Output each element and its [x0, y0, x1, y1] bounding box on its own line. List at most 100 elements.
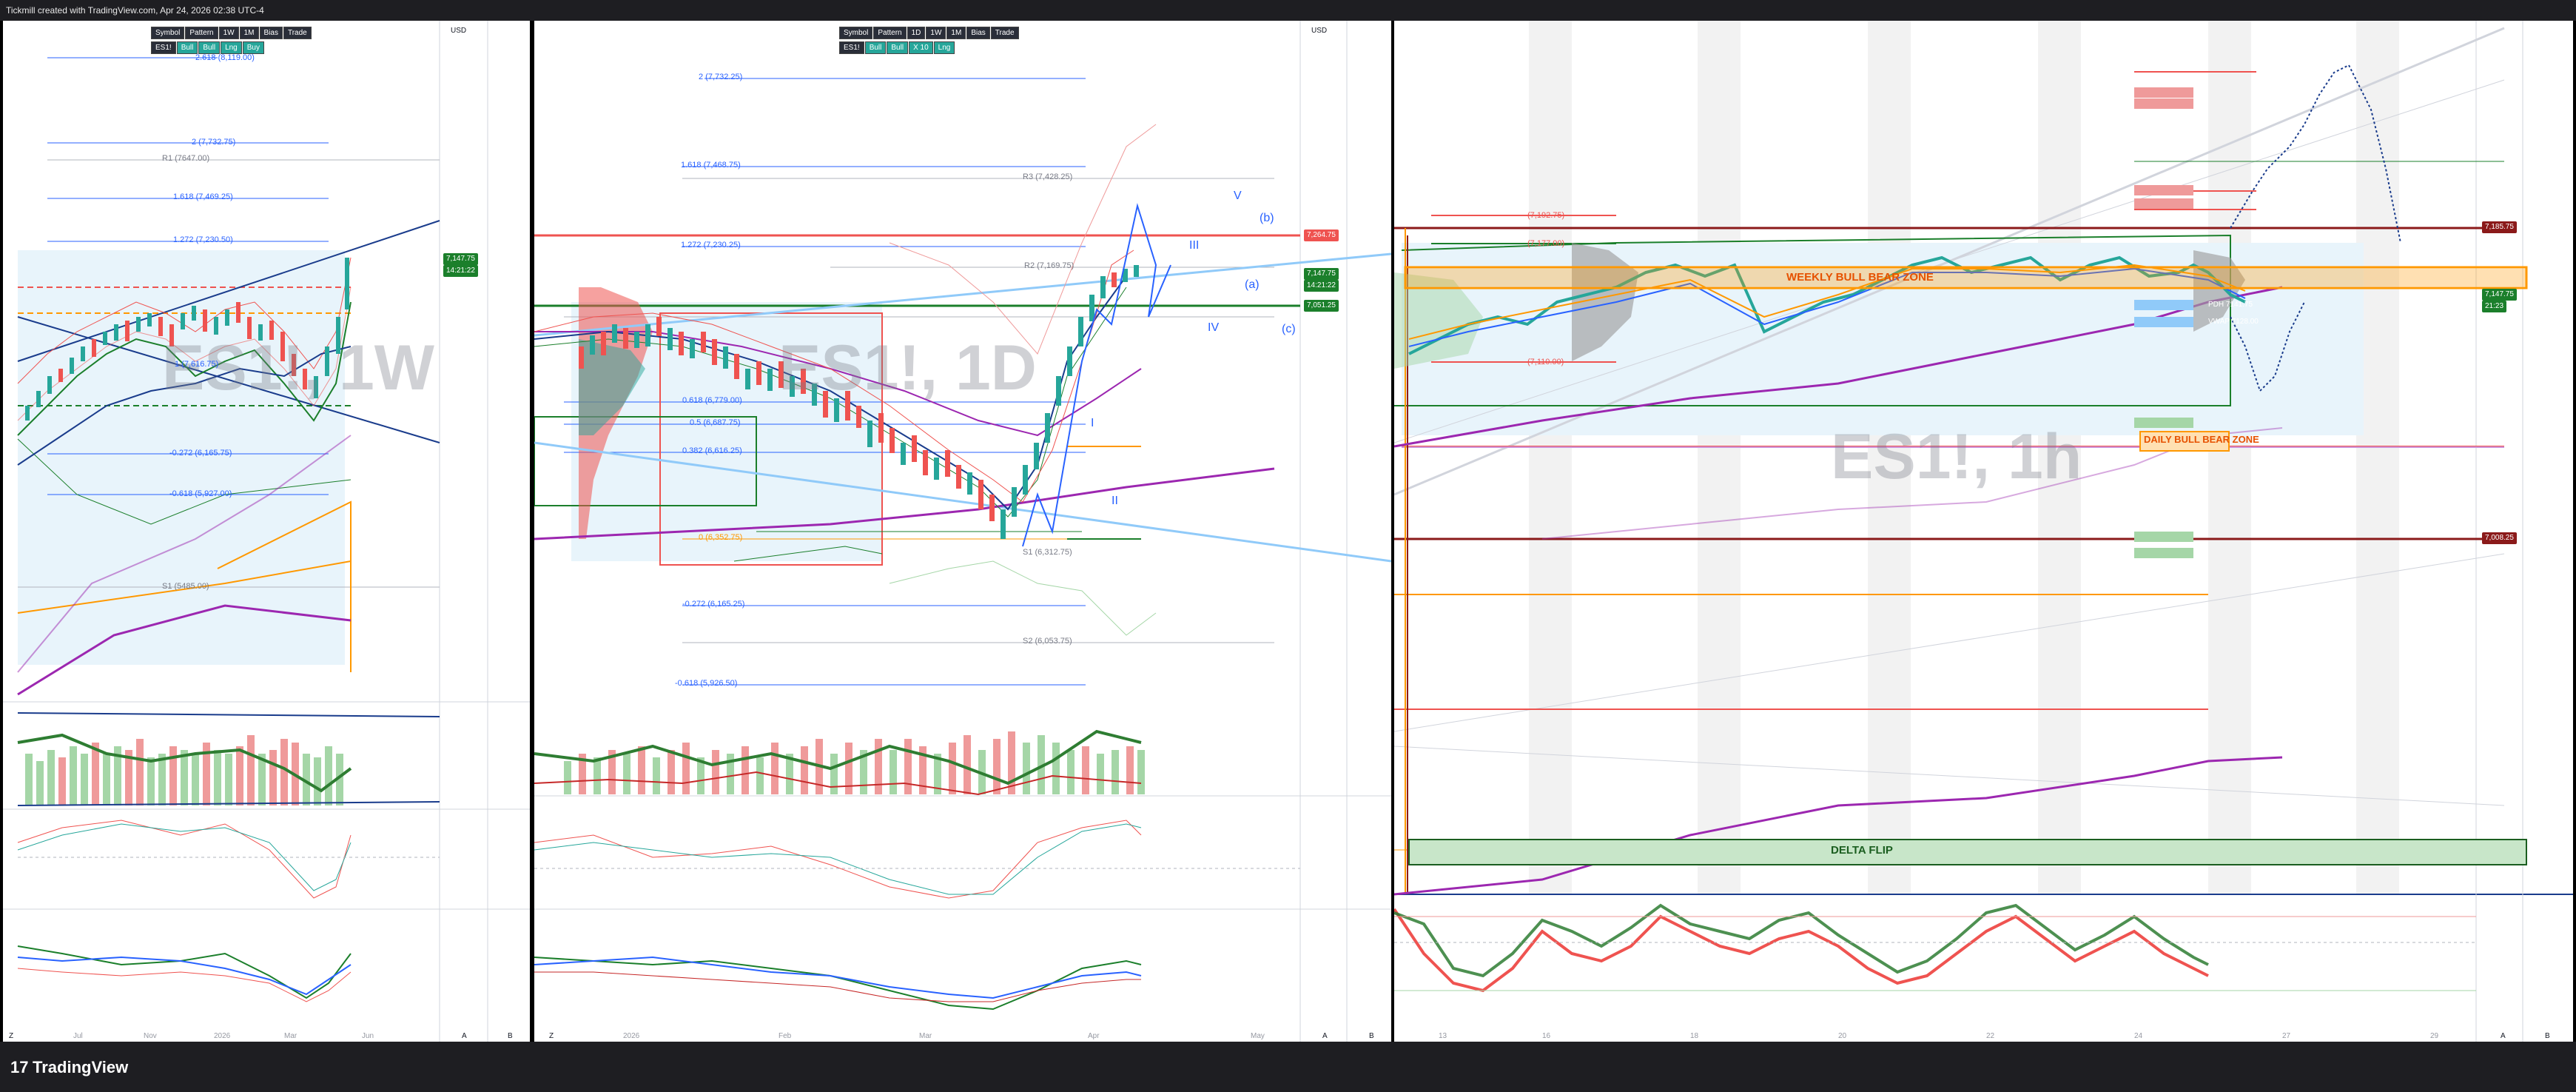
signal-val-4: Buy: [242, 41, 264, 54]
fib-label: 0.5 (6,687.75): [690, 418, 741, 427]
pivot-label: S1 (6,312.75): [1023, 548, 1072, 557]
fib-label: 1.272 (7,230.25): [681, 241, 741, 249]
last-price-chip: 7,147.75: [2482, 289, 2517, 301]
signal-header-trade: Trade: [990, 27, 1019, 39]
signal-val-2: Bull: [198, 41, 221, 54]
signal-val-3: X 10: [909, 41, 933, 54]
fib-label: 0 (6,352.75): [699, 533, 743, 542]
signal-header-1d: 1D: [907, 27, 926, 39]
signal-header-bias: Bias: [259, 27, 283, 39]
level-chip-maroon: 7,185.75: [2482, 221, 2517, 233]
pivot-label: S2 (6,053.75): [1023, 637, 1072, 646]
symbol-watermark: ES1!, 1D: [778, 332, 1037, 403]
hourly-chart-pane[interactable]: ES1!, 1h 7,185.75 7,147.75 21:23 7,008.2…: [1394, 21, 2573, 1042]
x-tick: Apr: [1088, 1032, 1100, 1040]
fib-label: 2.618 (8,119.00): [195, 53, 255, 62]
wave-label: (c): [1282, 323, 1296, 335]
signal-header-1w: 1W: [926, 27, 946, 39]
chart-caption: Tickmill created with TradingView.com, A…: [0, 0, 2576, 21]
wave-label: II: [1112, 495, 1118, 507]
scale-b-button[interactable]: B: [508, 1032, 513, 1040]
signal-table: Symbol Pattern 1W 1M Bias Trade: [151, 27, 312, 39]
pivot-label: R3 (7,428.25): [1023, 172, 1073, 181]
x-tick: Jun: [362, 1032, 374, 1040]
signal-row: ES1! Bull Bull Lng Buy: [151, 41, 264, 54]
signal-header-pattern: Pattern: [185, 27, 218, 39]
pivot-label: S1 (5485.00): [162, 582, 209, 591]
last-price-chip: 7,147.75: [443, 253, 478, 265]
signal-header-symbol: Symbol: [839, 27, 873, 39]
currency-label: USD: [1311, 27, 1328, 35]
x-tick: 24: [2134, 1032, 2143, 1040]
signal-val-1: Bull: [176, 41, 198, 54]
x-tick: 27: [2282, 1032, 2291, 1040]
tradingview-logo-icon: 17: [10, 1058, 29, 1076]
fib-label: 1.272 (7,230.50): [173, 235, 233, 244]
daily-bull-bear-zone: DAILY BULL BEAR ZONE: [2144, 434, 2259, 445]
auto-scale-button[interactable]: A: [2501, 1032, 2506, 1040]
wave-label: (a): [1245, 278, 1260, 291]
x-tick: 20: [1838, 1032, 1847, 1040]
signal-symbol: ES1!: [151, 41, 176, 54]
signal-header-symbol: Symbol: [151, 27, 185, 39]
daily-chart-pane[interactable]: Symbol Pattern 1D 1W 1M Bias Trade ES1! …: [534, 21, 1391, 1042]
tradingview-logo[interactable]: 17 TradingView: [10, 1058, 128, 1077]
symbol-watermark: ES1!, 1h: [1831, 421, 2082, 492]
x-tick: Jul: [73, 1032, 83, 1040]
x-tick: 16: [1542, 1032, 1551, 1040]
weekly-chart-canvas[interactable]: [3, 21, 530, 1042]
footer-bar: 17 TradingView: [0, 1042, 2576, 1092]
signal-header-1m: 1M: [239, 27, 259, 39]
currency-label: USD: [451, 27, 467, 35]
x-tick: 2026: [623, 1032, 640, 1040]
x-tick: Mar: [919, 1032, 932, 1040]
x-tick: Mar: [284, 1032, 297, 1040]
signal-val-1: Bull: [864, 41, 887, 54]
fib-label: -0.272 (6,165.75): [169, 449, 232, 458]
weekly-bull-bear-zone: WEEKLY BULL BEAR ZONE: [1786, 271, 1934, 284]
hourly-chart-canvas[interactable]: [1394, 21, 2573, 1042]
vwap-label: VWAP 7128.00: [2208, 318, 2259, 326]
fib-label: -0.272 (6,165.25): [682, 600, 745, 609]
signal-val-2: Bull: [887, 41, 909, 54]
level-chip-maroon: 7,008.25: [2482, 532, 2517, 544]
x-tick: 2026: [214, 1032, 231, 1040]
x-tick: Feb: [778, 1032, 792, 1040]
x-tick: May: [1251, 1032, 1265, 1040]
x-tick: 13: [1439, 1032, 1447, 1040]
pivot-label: R1 (7647.00): [162, 154, 210, 163]
signal-row: ES1! Bull Bull X 10 Lng: [839, 41, 955, 54]
fib-label: 1.618 (7,469.25): [173, 192, 233, 201]
countdown-chip: 14:21:22: [443, 265, 478, 277]
signal-header-bias: Bias: [966, 27, 990, 39]
x-tick: 29: [2430, 1032, 2439, 1040]
level-label: (7,110.00): [1527, 358, 1564, 366]
signal-header-1m: 1M: [946, 27, 966, 39]
signal-header-trade: Trade: [283, 27, 312, 39]
brand-name: TradingView: [33, 1058, 129, 1076]
scale-b-button[interactable]: B: [2545, 1032, 2550, 1040]
fib-label: 0.618 (6,779.00): [682, 396, 742, 405]
wave-label: III: [1189, 239, 1200, 252]
pivot-label: R2 (7,169.75): [1024, 261, 1075, 270]
wave-label: (b): [1260, 212, 1274, 224]
last-price-chip: 7,147.75: [1304, 268, 1339, 280]
x-tick: 22: [1986, 1032, 1995, 1040]
auto-scale-button[interactable]: A: [462, 1032, 467, 1040]
signal-header-1w: 1W: [218, 27, 239, 39]
weekly-chart-pane[interactable]: Symbol Pattern 1W 1M Bias Trade ES1! Bul…: [3, 21, 530, 1042]
x-tick: Nov: [144, 1032, 157, 1040]
fib-label: -0.618 (5,927.00): [169, 489, 232, 498]
zoom-button[interactable]: Z: [9, 1032, 14, 1040]
level-chip-red: 7,264.75: [1304, 230, 1339, 241]
fib-label: 2 (7,732.25): [699, 73, 743, 81]
daily-chart-canvas[interactable]: [534, 21, 1391, 1042]
countdown-chip: 21:23: [2482, 301, 2507, 312]
delta-flip-label: DELTA FLIP: [1831, 844, 1893, 857]
scale-b-button[interactable]: B: [1369, 1032, 1374, 1040]
zoom-button[interactable]: Z: [549, 1032, 554, 1040]
auto-scale-button[interactable]: A: [1322, 1032, 1328, 1040]
level-label: (7,177.00): [1527, 239, 1565, 248]
signal-val-4: Lng: [933, 41, 955, 54]
countdown-chip: 14:21:22: [1304, 280, 1339, 292]
